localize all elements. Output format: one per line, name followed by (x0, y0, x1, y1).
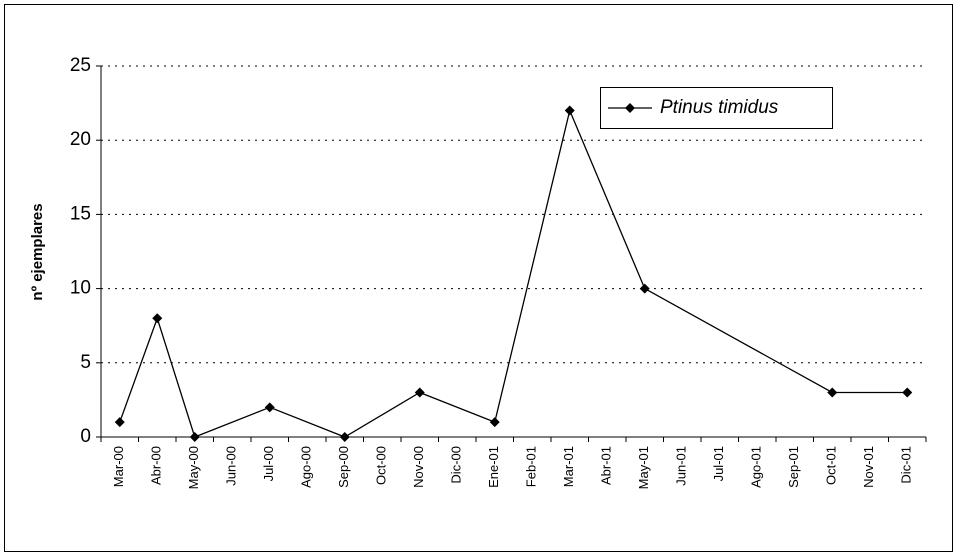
x-tick-label: Abr-00 (149, 446, 164, 485)
x-tick-label: May-01 (636, 446, 651, 489)
y-tick-label: 10 (70, 278, 91, 299)
data-point (489, 417, 500, 428)
y-tick-label: 15 (70, 203, 91, 224)
x-tick-label: Dic-00 (449, 446, 464, 484)
legend-label: Ptinus timidus (660, 97, 779, 118)
x-tick-label: Sep-01 (786, 446, 801, 488)
x-tick-label: Nov-01 (861, 446, 876, 488)
data-point (114, 417, 125, 428)
x-tick-label: Jun-01 (674, 446, 689, 486)
x-tick-label: Oct-01 (824, 446, 839, 485)
data-point (902, 387, 913, 398)
data-point (414, 387, 425, 398)
x-tick-label: Ago-01 (749, 446, 764, 488)
y-tick-label: 20 (70, 129, 91, 150)
x-tick-label: Ago-00 (299, 446, 314, 488)
x-tick-label: May-00 (186, 446, 201, 489)
y-tick-label: 0 (80, 426, 91, 447)
data-point (339, 432, 350, 442)
x-tick-label: Nov-00 (411, 446, 426, 488)
data-point (189, 432, 200, 442)
data-point (827, 387, 838, 398)
x-tick-label: Sep-00 (336, 446, 351, 488)
x-tick-label: Oct-00 (374, 446, 389, 485)
data-point (264, 402, 275, 413)
legend-marker (625, 103, 635, 113)
x-tick-label: Ene-01 (486, 446, 501, 488)
x-tick-label: Abr-01 (599, 446, 614, 485)
x-tick-label: Jun-00 (224, 446, 239, 486)
x-tick-label: Mar-00 (111, 446, 126, 487)
x-tick-label: Dic-01 (899, 446, 914, 484)
x-tick-label: Jul-00 (261, 446, 276, 481)
y-tick-label: 25 (70, 55, 91, 76)
data-point (152, 313, 163, 324)
x-tick-label: Jul-01 (711, 446, 726, 481)
data-point (564, 105, 575, 116)
x-tick-label: Mar-01 (561, 446, 576, 487)
data-point (639, 283, 650, 294)
y-tick-label: 5 (80, 352, 91, 373)
chart-frame (4, 4, 953, 552)
y-axis-label: nº ejemplares (29, 203, 46, 300)
x-tick-label: Feb-01 (524, 446, 539, 487)
